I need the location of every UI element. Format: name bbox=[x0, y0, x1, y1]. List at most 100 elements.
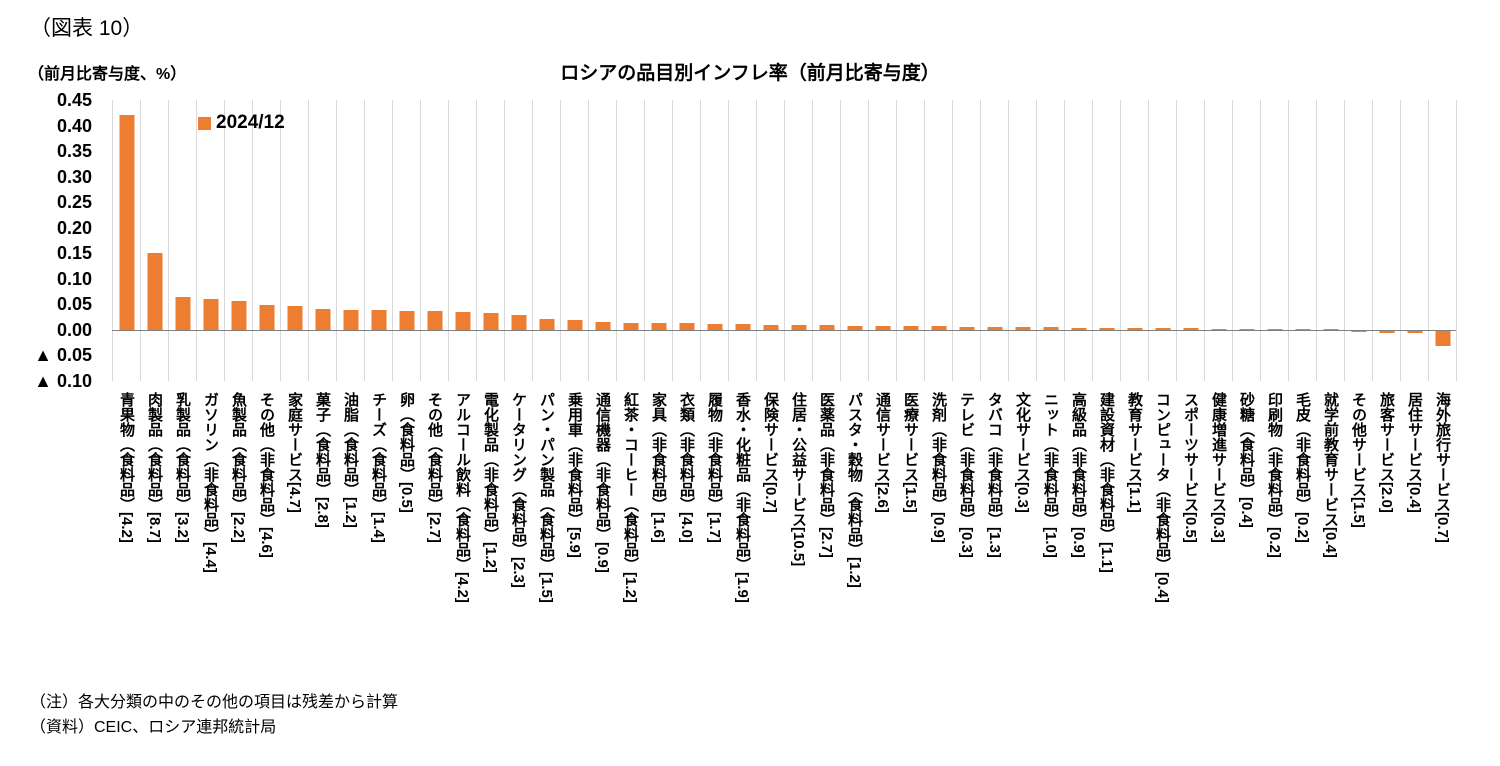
bar bbox=[903, 326, 918, 330]
chart-column bbox=[616, 100, 644, 381]
x-axis-label: 高級品（非食料品）[0.9] bbox=[1070, 392, 1087, 558]
chart-column bbox=[1120, 100, 1148, 381]
bar bbox=[763, 325, 778, 330]
bar bbox=[1239, 329, 1254, 330]
x-axis-label: 家庭サービス[4.7] bbox=[286, 392, 303, 513]
y-axis-tick-label: 0.40 bbox=[56, 116, 92, 136]
chart-column bbox=[1008, 100, 1036, 381]
bar bbox=[231, 301, 246, 330]
chart-column bbox=[896, 100, 924, 381]
x-axis-label: 保険サービス[0.7] bbox=[762, 392, 779, 513]
bar bbox=[1435, 331, 1450, 346]
bar bbox=[1127, 328, 1142, 330]
bar bbox=[1183, 328, 1198, 330]
chart-column bbox=[336, 100, 364, 381]
chart-column bbox=[952, 100, 980, 381]
chart-column bbox=[1036, 100, 1064, 381]
x-axis-label: スポーツサービス[0.5] bbox=[1182, 392, 1199, 543]
y-axis-tick-label: 0.25 bbox=[56, 192, 92, 212]
x-axis-label: 居住サービス[0.4] bbox=[1406, 392, 1423, 513]
x-axis-label: ガソリン（非食料品）[4.4] bbox=[202, 392, 219, 573]
x-axis-label: その他サービス[1.5] bbox=[1350, 392, 1367, 528]
bar bbox=[623, 323, 638, 330]
x-axis-label: ニット（非食料品）[1.0] bbox=[1042, 392, 1059, 558]
y-axis-tick-label: ▲ 0.05 bbox=[34, 345, 92, 365]
bar bbox=[1407, 331, 1422, 333]
chart-column bbox=[448, 100, 476, 381]
bar bbox=[483, 313, 498, 330]
x-axis-label: 菓子（食料品）[2.8] bbox=[314, 392, 331, 528]
x-axis-label: 肉製品（食料品）[8.7] bbox=[146, 392, 163, 543]
figure-number: （図表 10） bbox=[30, 17, 144, 40]
bar bbox=[287, 306, 302, 330]
chart-column bbox=[1344, 100, 1372, 381]
bar bbox=[1015, 327, 1030, 330]
chart-column bbox=[868, 100, 896, 381]
bar bbox=[1043, 327, 1058, 330]
bar bbox=[931, 326, 946, 330]
x-axis-label: 魚製品（食料品）[2.2] bbox=[230, 392, 247, 543]
note-line: （資料）CEIC、ロシア連邦統計局 bbox=[30, 719, 277, 736]
chart-column bbox=[112, 100, 140, 381]
x-axis-label: 乳製品（食料品）[3.2] bbox=[174, 392, 191, 543]
x-axis-label: 文化サービス[0.3] bbox=[1014, 392, 1031, 513]
chart-column bbox=[252, 100, 280, 381]
x-axis-label: その他（非食料品）[4.6] bbox=[258, 392, 275, 558]
bar bbox=[679, 323, 694, 330]
chart-column bbox=[728, 100, 756, 381]
y-axis: 0.45 0.40 0.35 0.30 0.25 0.20 0.15 0.10 0.05 0.00… bbox=[0, 90, 100, 391]
legend-swatch-icon bbox=[198, 116, 211, 130]
chart-column bbox=[756, 100, 784, 381]
x-axis-label: 建設資材（非食料品）[1.1] bbox=[1098, 392, 1115, 573]
bar bbox=[119, 115, 134, 330]
chart-column bbox=[812, 100, 840, 381]
bar bbox=[707, 324, 722, 330]
note-line: （注）各大分類の中のその他の項目は残差から計算 bbox=[30, 694, 399, 711]
bar bbox=[959, 327, 974, 330]
x-axis-label: パスタ・穀物（食料品）[1.2] bbox=[846, 392, 863, 588]
bar bbox=[1379, 331, 1394, 333]
bar bbox=[735, 324, 750, 330]
x-axis-label: 医薬品（非食料品）[2.7] bbox=[818, 392, 835, 558]
bar bbox=[1351, 331, 1366, 332]
chart-column bbox=[280, 100, 308, 381]
bar bbox=[455, 312, 470, 330]
x-axis-label: 履物（非食料品）[1.7] bbox=[706, 392, 723, 543]
y-axis-tick-label: 0.45 bbox=[56, 90, 92, 110]
bar bbox=[203, 299, 218, 330]
x-axis-label: 通信機器（非食料品）[0.9] bbox=[594, 392, 611, 573]
bar bbox=[1211, 329, 1226, 330]
bar bbox=[371, 310, 386, 330]
y-axis-tick-label: 0.15 bbox=[56, 243, 92, 263]
bar bbox=[343, 310, 358, 330]
x-axis-label: 家具（非食料品）[1.6] bbox=[650, 392, 667, 543]
x-axis-label: 海外旅行サービス[0.7] bbox=[1434, 392, 1451, 543]
legend: 2024/12 bbox=[198, 112, 285, 134]
chart-column bbox=[1288, 100, 1316, 381]
chart-column bbox=[308, 100, 336, 381]
x-axis-label: 紅茶・コーヒー（食料品）[1.2] bbox=[622, 392, 639, 603]
x-axis-label: チーズ（食料品）[1.4] bbox=[370, 392, 387, 543]
x-axis-label: 健康増進サービス[0.3] bbox=[1210, 392, 1227, 543]
chart-column bbox=[364, 100, 392, 381]
bar bbox=[595, 322, 610, 330]
chart-column bbox=[140, 100, 168, 381]
bar bbox=[315, 309, 330, 330]
bar bbox=[399, 311, 414, 330]
bar bbox=[1099, 328, 1114, 330]
chart-column bbox=[1092, 100, 1120, 381]
x-axis-label: パン・パン製品（食料品）[1.5] bbox=[538, 392, 555, 603]
chart-column bbox=[1316, 100, 1344, 381]
chart-column bbox=[224, 100, 252, 381]
x-axis-label: その他（食料品）[2.7] bbox=[426, 392, 443, 543]
x-axis-label: ケータリング（食料品）[2.3] bbox=[510, 392, 527, 588]
bar bbox=[175, 297, 190, 330]
x-axis-label: 砂糖（食料品）[0.4] bbox=[1238, 392, 1255, 528]
x-axis-label: 通信サービス[2.6] bbox=[874, 392, 891, 513]
y-axis-tick-label: 0.00 bbox=[56, 320, 92, 340]
chart-column bbox=[1260, 100, 1288, 381]
bar bbox=[875, 326, 890, 330]
x-axis-label: 旅客サービス[2.0] bbox=[1378, 392, 1395, 513]
bar bbox=[259, 305, 274, 330]
x-axis-label: 洗剤（非食料品）[0.9] bbox=[930, 392, 947, 543]
